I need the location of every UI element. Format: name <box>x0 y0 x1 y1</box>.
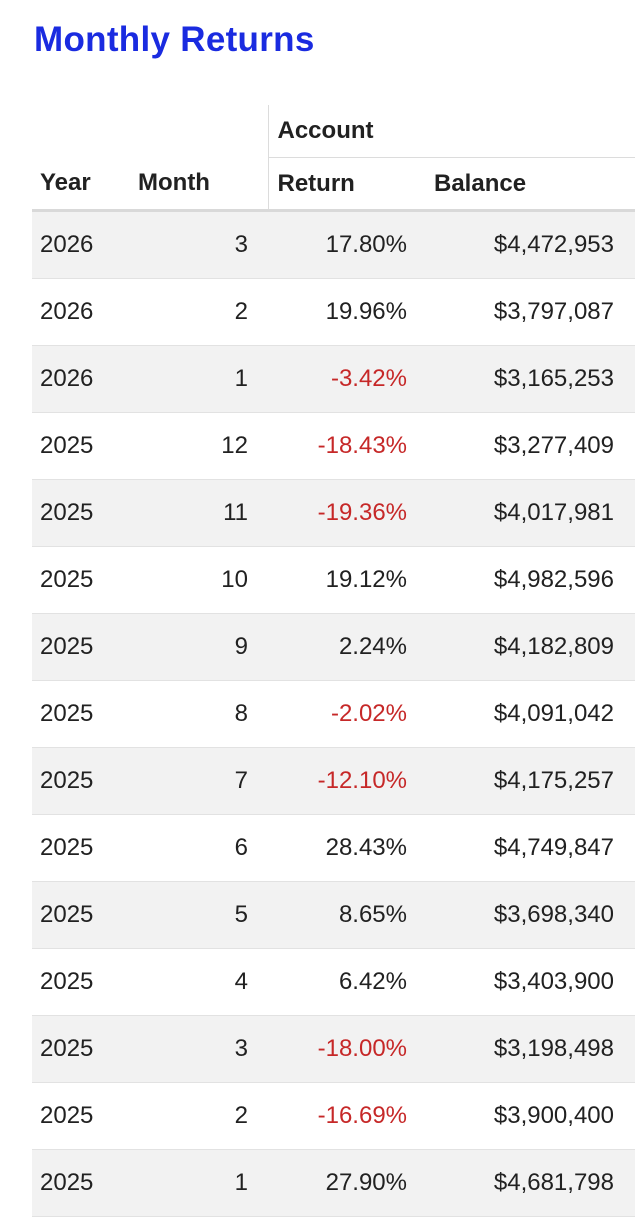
balance-cell: $4,175,257 <box>420 747 635 815</box>
month-cell: 8 <box>130 680 268 748</box>
month-cell: 11 <box>130 479 268 547</box>
returns-table: Account Year Month Return Balance 2026 3 1… <box>32 105 635 1217</box>
month-cell: 2 <box>130 278 268 346</box>
year-cell: 2025 <box>32 412 130 480</box>
year-cell: 2025 <box>32 1149 130 1217</box>
return-cell: 27.90% <box>268 1149 420 1217</box>
month-cell: 10 <box>130 546 268 614</box>
year-cell: 2026 <box>32 210 130 279</box>
table-row: 2025 4 6.42% $3,403,900 <box>32 948 635 1016</box>
balance-cell: $4,091,042 <box>420 680 635 748</box>
balance-cell: $4,182,809 <box>420 613 635 681</box>
year-cell: 2025 <box>32 948 130 1016</box>
year-cell: 2025 <box>32 881 130 949</box>
year-cell: 2025 <box>32 814 130 882</box>
month-cell: 5 <box>130 881 268 949</box>
table-row: 2026 3 17.80% $4,472,953 <box>32 210 635 279</box>
group-header: Account <box>267 105 635 158</box>
table-header: Account Year Month Return Balance <box>32 105 635 212</box>
return-cell: -3.42% <box>268 345 420 413</box>
column-header: Balance <box>420 157 635 212</box>
month-cell: 3 <box>130 1015 268 1083</box>
table-row: 2026 1 -3.42% $3,165,253 <box>32 345 635 413</box>
table-body: 2026 3 17.80% $4,472,953 2026 2 19.96% $3,797,0… <box>32 210 635 1217</box>
balance-cell: $3,698,340 <box>420 881 635 949</box>
balance-cell: $3,165,253 <box>420 345 635 413</box>
table-row: 2025 11 -19.36% $4,017,981 <box>32 479 635 547</box>
balance-cell: $4,749,847 <box>420 814 635 882</box>
return-cell: -18.43% <box>268 412 420 480</box>
table-row: 2025 9 2.24% $4,182,809 <box>32 613 635 681</box>
column-header: Month <box>130 157 268 212</box>
balance-cell: $4,681,798 <box>420 1149 635 1217</box>
return-cell: 2.24% <box>268 613 420 681</box>
month-cell: 1 <box>130 1149 268 1217</box>
return-cell: -2.02% <box>268 680 420 748</box>
header-spacer <box>130 105 268 158</box>
month-cell: 9 <box>130 613 268 681</box>
table-row: 2026 2 19.96% $3,797,087 <box>32 278 635 346</box>
month-cell: 6 <box>130 814 268 882</box>
table-row: 2025 1 27.90% $4,681,798 <box>32 1149 635 1217</box>
return-cell: -16.69% <box>268 1082 420 1150</box>
year-cell: 2025 <box>32 613 130 681</box>
table-row: 2025 7 -12.10% $4,175,257 <box>32 747 635 815</box>
balance-cell: $4,472,953 <box>420 210 635 279</box>
column-header: Return <box>267 157 420 212</box>
column-header: Year <box>32 157 130 212</box>
return-cell: 8.65% <box>268 881 420 949</box>
return-cell: 28.43% <box>268 814 420 882</box>
return-cell: -18.00% <box>268 1015 420 1083</box>
year-cell: 2026 <box>32 278 130 346</box>
year-cell: 2025 <box>32 546 130 614</box>
return-cell: 6.42% <box>268 948 420 1016</box>
month-cell: 3 <box>130 210 268 279</box>
month-cell: 1 <box>130 345 268 413</box>
balance-cell: $4,982,596 <box>420 546 635 614</box>
year-cell: 2026 <box>32 345 130 413</box>
year-cell: 2025 <box>32 1082 130 1150</box>
table-row: 2025 6 28.43% $4,749,847 <box>32 814 635 882</box>
balance-cell: $3,198,498 <box>420 1015 635 1083</box>
month-cell: 12 <box>130 412 268 480</box>
balance-cell: $3,403,900 <box>420 948 635 1016</box>
year-cell: 2025 <box>32 1015 130 1083</box>
return-cell: -12.10% <box>268 747 420 815</box>
year-cell: 2025 <box>32 747 130 815</box>
page-title: Monthly Returns <box>34 20 315 59</box>
table-row: 2025 2 -16.69% $3,900,400 <box>32 1082 635 1150</box>
year-cell: 2025 <box>32 479 130 547</box>
month-cell: 2 <box>130 1082 268 1150</box>
header-spacer <box>32 105 130 158</box>
balance-cell: $3,797,087 <box>420 278 635 346</box>
table-row: 2025 12 -18.43% $3,277,409 <box>32 412 635 480</box>
table-row: 2025 10 19.12% $4,982,596 <box>32 546 635 614</box>
return-cell: 19.12% <box>268 546 420 614</box>
table-row: 2025 8 -2.02% $4,091,042 <box>32 680 635 748</box>
header-row: Year Month Return Balance <box>32 157 635 212</box>
table-row: 2025 3 -18.00% $3,198,498 <box>32 1015 635 1083</box>
return-cell: 17.80% <box>268 210 420 279</box>
balance-cell: $4,017,981 <box>420 479 635 547</box>
month-cell: 7 <box>130 747 268 815</box>
balance-cell: $3,900,400 <box>420 1082 635 1150</box>
return-cell: -19.36% <box>268 479 420 547</box>
balance-cell: $3,277,409 <box>420 412 635 480</box>
return-cell: 19.96% <box>268 278 420 346</box>
table-row: 2025 5 8.65% $3,698,340 <box>32 881 635 949</box>
header-row: Account <box>32 105 635 158</box>
month-cell: 4 <box>130 948 268 1016</box>
year-cell: 2025 <box>32 680 130 748</box>
